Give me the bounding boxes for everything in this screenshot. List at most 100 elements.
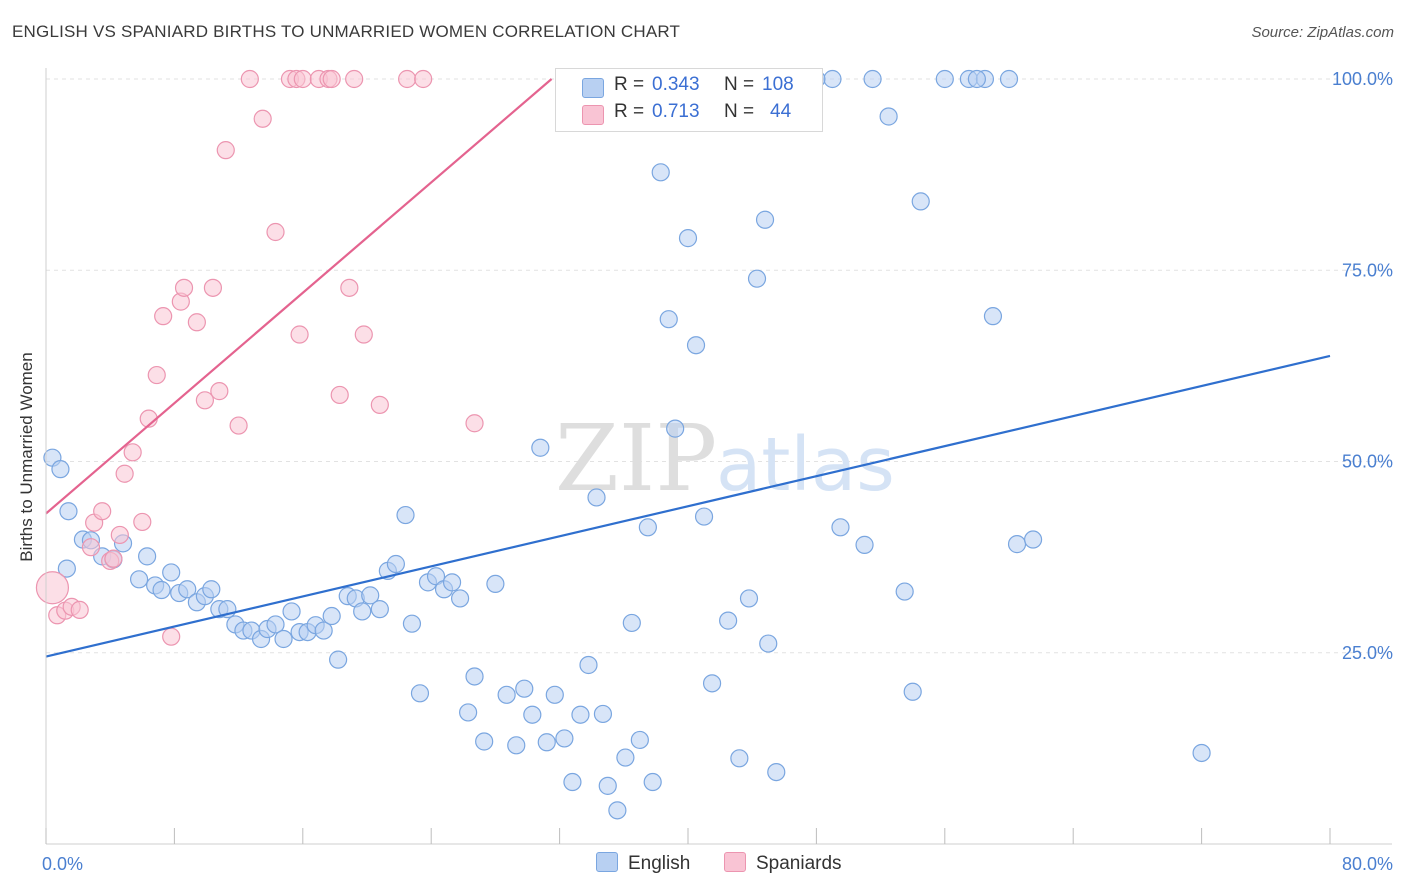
english-r-value: 0.343	[652, 74, 700, 95]
english-point	[831, 518, 850, 537]
english-point	[162, 563, 181, 582]
spaniards-legend-label: Spaniards	[756, 853, 842, 874]
n-label: N =	[724, 74, 755, 95]
spaniards-point	[293, 69, 312, 89]
english-point	[459, 703, 478, 722]
english-point	[1023, 530, 1043, 549]
english-point	[999, 69, 1019, 89]
english-point	[57, 559, 76, 578]
y-tick-label: 50.0%	[1342, 452, 1393, 472]
y-tick-label: 100.0%	[1332, 69, 1393, 89]
english-point	[361, 586, 380, 605]
spaniards-point	[187, 313, 206, 332]
english-point	[659, 310, 678, 329]
r-label: R =	[614, 74, 645, 95]
english-point	[678, 229, 698, 248]
trend-lines	[45, 78, 1331, 658]
english-point	[266, 615, 285, 634]
spaniards-point	[266, 222, 285, 242]
english-point	[643, 772, 662, 792]
english-point	[410, 684, 430, 703]
spaniards-point	[174, 278, 194, 297]
english-point	[598, 776, 617, 795]
english-point	[579, 655, 598, 675]
english-point	[486, 574, 505, 594]
spaniards-point	[195, 391, 214, 410]
english-point	[442, 573, 462, 592]
english-point	[507, 736, 526, 755]
english-point	[666, 419, 685, 438]
english-point	[531, 438, 550, 457]
english-point	[935, 69, 954, 89]
english-point	[759, 634, 778, 653]
english-point	[739, 589, 759, 608]
english-point	[571, 705, 590, 724]
english-swatch	[582, 78, 604, 98]
spaniards-point	[70, 600, 89, 620]
english-point	[329, 650, 348, 669]
english-point	[983, 307, 1003, 326]
spaniards-point	[81, 538, 101, 557]
spaniards-points	[35, 69, 484, 646]
english-point	[651, 163, 670, 182]
english-point	[386, 554, 405, 574]
english-point	[863, 69, 882, 89]
spaniards-point	[340, 278, 359, 297]
english-point	[465, 667, 484, 686]
spaniards-point	[110, 525, 129, 545]
spaniards-point	[354, 325, 373, 344]
english-point	[51, 460, 70, 479]
spaniards-point	[465, 414, 484, 433]
english-point	[608, 801, 627, 820]
english-point	[282, 602, 301, 621]
spaniards-point	[147, 365, 166, 385]
spaniards-point	[414, 69, 433, 89]
english-point	[895, 582, 914, 601]
english-point	[497, 685, 516, 704]
english-point	[314, 621, 333, 640]
bottom-legend-english: English	[596, 852, 690, 875]
spaniards-point	[370, 395, 389, 414]
spaniards-point	[345, 69, 364, 89]
spaniards-point	[398, 69, 417, 89]
english-points	[43, 69, 1211, 820]
english-point	[370, 600, 389, 619]
english-point	[1192, 743, 1211, 763]
english-point	[755, 210, 775, 229]
english-point	[638, 518, 657, 537]
axes: 25.0% 50.0% 75.0% 100.0% 0.0% 80.0%	[42, 68, 1393, 874]
x-tick-label: 80.0%	[1342, 854, 1393, 874]
english-point	[555, 729, 574, 748]
spaniards-r-value: 0.713	[652, 101, 700, 122]
n-label: N =	[724, 101, 755, 122]
spaniards-swatch	[582, 105, 604, 125]
english-point	[274, 629, 293, 649]
english-point	[855, 535, 874, 554]
spaniards-point	[210, 382, 229, 401]
spaniards-point	[330, 385, 349, 405]
spaniards-point	[240, 69, 259, 89]
spaniards-legend-swatch	[724, 852, 746, 872]
english-n-value: 108	[762, 74, 794, 95]
english-point	[616, 748, 635, 767]
english-point	[59, 502, 78, 521]
english-point	[911, 192, 930, 211]
spaniards-point	[154, 307, 173, 326]
english-point	[475, 732, 494, 751]
bottom-legend-spaniards: Spaniards	[724, 852, 842, 875]
english-point	[879, 107, 898, 126]
english-point	[1007, 535, 1027, 554]
spaniards-point	[104, 549, 123, 568]
english-trend-line	[45, 354, 1331, 658]
x-tick-label: 0.0%	[42, 854, 83, 874]
english-point	[967, 69, 987, 89]
english-point	[138, 547, 157, 566]
spaniards-point	[253, 109, 272, 128]
y-tick-label: 25.0%	[1342, 643, 1393, 663]
spaniards-point	[133, 512, 152, 532]
legend-row-spaniards: R = 0.713 N = 44	[556, 101, 822, 129]
english-point	[353, 602, 372, 621]
english-point	[129, 570, 149, 589]
y-axis-label: Births to Unmarried Women	[17, 352, 36, 561]
